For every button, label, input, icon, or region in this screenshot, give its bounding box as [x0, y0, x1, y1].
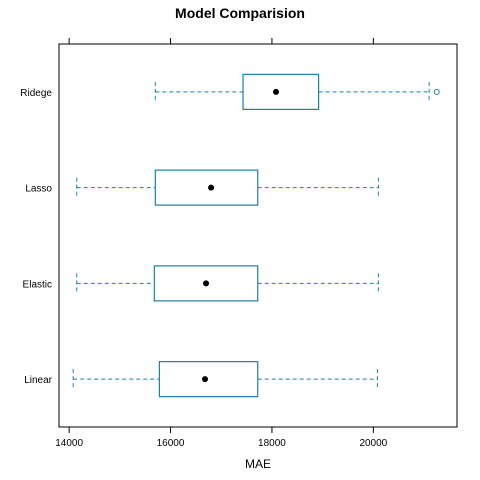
- median-point: [208, 184, 215, 191]
- x-tick-label: 16000: [157, 438, 185, 449]
- x-axis-ticks: [68, 427, 374, 433]
- box-plot-series: [72, 73, 440, 398]
- category-label-ridege: Ridege: [20, 88, 52, 99]
- category-label-elastic: Elastic: [23, 279, 52, 290]
- plot-frame: [58, 43, 458, 428]
- box-ridege: [154, 73, 440, 110]
- median-point: [203, 280, 210, 287]
- x-tick-label: 20000: [359, 438, 387, 449]
- box-linear: [72, 361, 378, 398]
- top-tick-marks: [68, 38, 374, 44]
- interquartile-box: [242, 73, 320, 110]
- x-axis-label: MAE: [245, 457, 271, 471]
- category-label-linear: Linear: [24, 375, 52, 386]
- category-label-lasso: Lasso: [25, 184, 52, 195]
- x-axis-tick-labels: 14000 16000 18000 20000: [55, 438, 387, 449]
- y-axis-category-labels: Ridege Lasso Elastic Linear: [20, 88, 52, 386]
- x-tick-label: 14000: [55, 438, 83, 449]
- box-lasso: [76, 169, 379, 206]
- interquartile-box: [158, 361, 259, 398]
- chart-title: Model Comparision: [175, 5, 305, 21]
- outlier-point: [433, 88, 440, 95]
- median-point: [202, 376, 209, 383]
- box-elastic: [76, 265, 379, 302]
- interquartile-box: [154, 169, 259, 206]
- interquartile-box: [153, 265, 259, 302]
- x-tick-label: 18000: [258, 438, 286, 449]
- median-point: [272, 88, 279, 95]
